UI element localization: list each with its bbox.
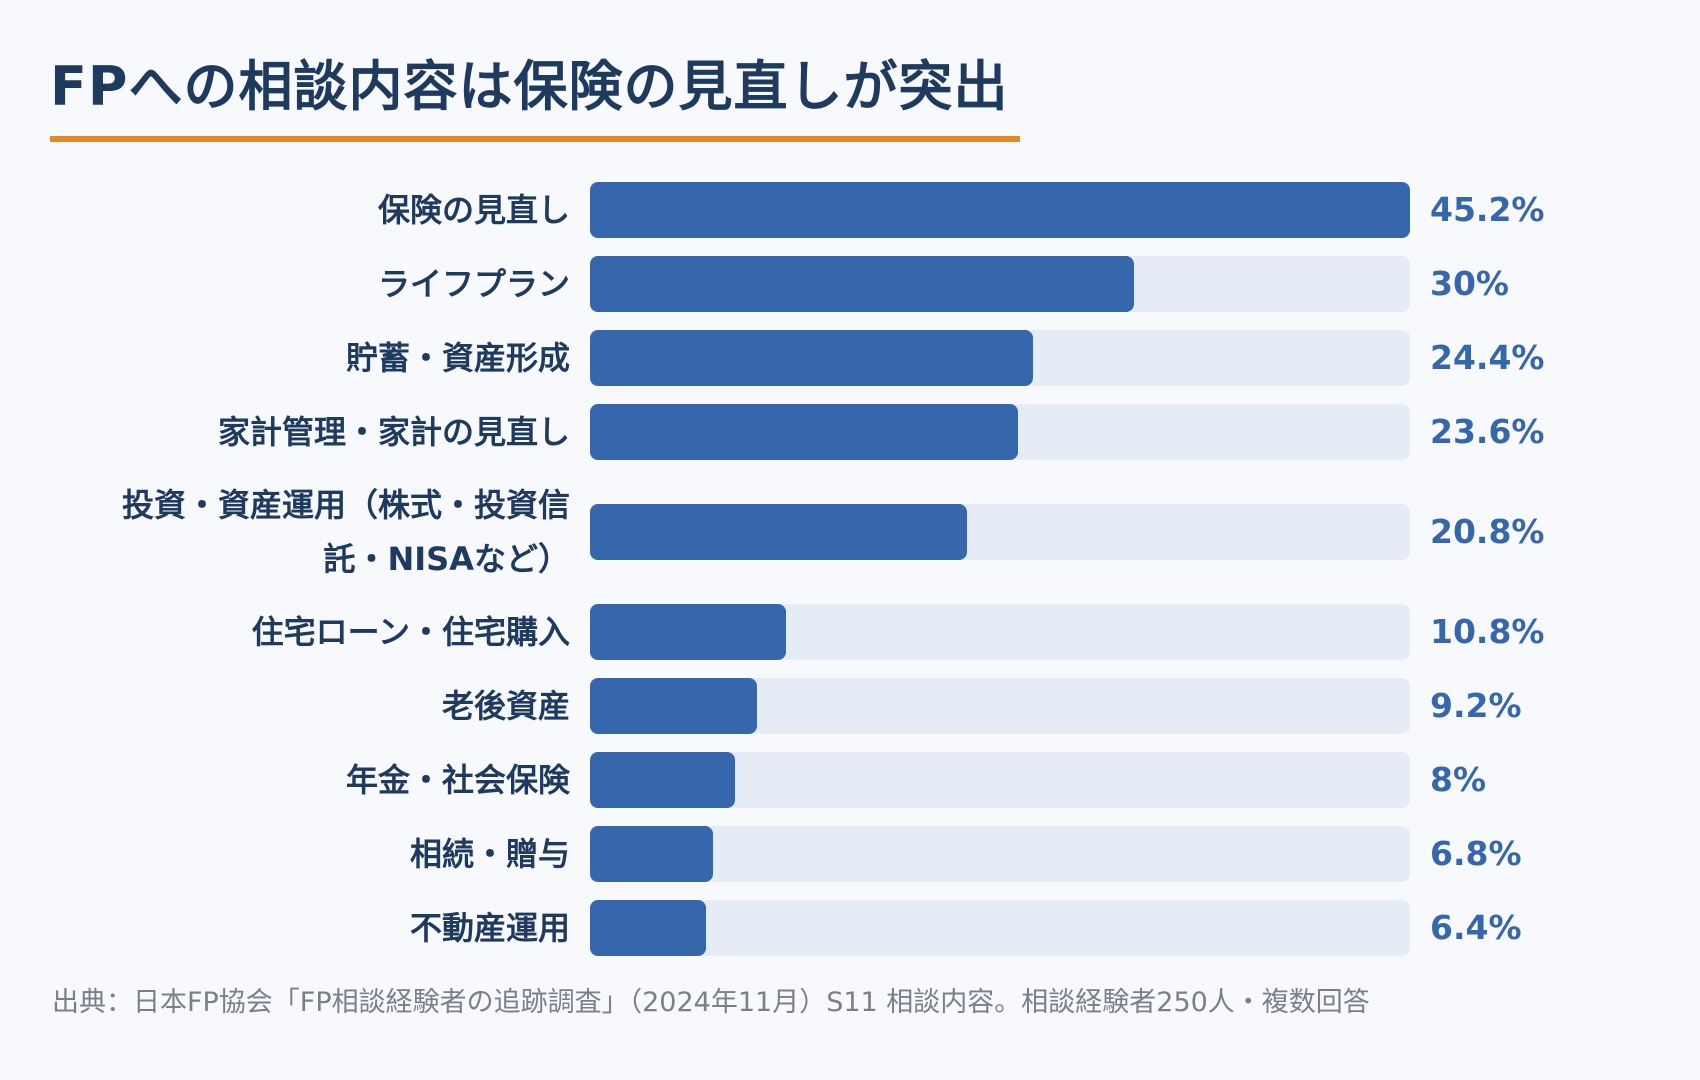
category-label-line: 相続・贈与 bbox=[409, 835, 570, 873]
category-label: 投資・資産運用（株式・投資信託・NISAなど） bbox=[50, 478, 570, 586]
category-label: 家計管理・家計の見直し bbox=[50, 405, 570, 459]
value-label: 23.6% bbox=[1430, 412, 1545, 451]
bar bbox=[590, 504, 968, 560]
category-label-line: 家計管理・家計の見直し bbox=[217, 413, 570, 451]
bar bbox=[590, 404, 1019, 460]
category-label: 貯蓄・資産形成 bbox=[50, 331, 570, 385]
category-label-line: 不動産運用 bbox=[409, 909, 570, 947]
value-label: 8% bbox=[1430, 760, 1487, 799]
category-label-line: 年金・社会保険 bbox=[345, 761, 570, 799]
category-label: ライフプラン bbox=[50, 257, 570, 311]
category-label-line: 保険の見直し bbox=[377, 191, 570, 229]
bar bbox=[590, 752, 736, 808]
category-label: 年金・社会保険 bbox=[50, 753, 570, 807]
value-label: 6.8% bbox=[1430, 834, 1522, 873]
value-label: 20.8% bbox=[1430, 512, 1545, 551]
title-underline bbox=[50, 136, 1020, 142]
bar bbox=[590, 182, 1410, 238]
bar bbox=[590, 678, 757, 734]
value-label: 10.8% bbox=[1430, 612, 1545, 651]
category-label: 保険の見直し bbox=[50, 183, 570, 237]
value-label: 9.2% bbox=[1430, 686, 1522, 725]
category-label-line: 貯蓄・資産形成 bbox=[345, 339, 570, 377]
category-label: 住宅ローン・住宅購入 bbox=[50, 605, 570, 659]
category-label-line: 託・NISAなど） bbox=[323, 540, 570, 578]
value-label: 24.4% bbox=[1430, 338, 1545, 377]
bar-track bbox=[590, 826, 1410, 882]
bar bbox=[590, 330, 1033, 386]
chart-title: FPへの相談内容は保険の見直しが突出 bbox=[50, 55, 1009, 118]
value-label: 6.4% bbox=[1430, 908, 1522, 947]
bar-track bbox=[590, 900, 1410, 956]
category-label: 老後資産 bbox=[50, 679, 570, 733]
category-label-line: ライフプラン bbox=[377, 265, 570, 303]
value-label: 45.2% bbox=[1430, 190, 1545, 229]
category-label-line: 老後資産 bbox=[441, 687, 570, 725]
bar bbox=[590, 256, 1135, 312]
category-label: 相続・贈与 bbox=[50, 827, 570, 881]
value-label: 30% bbox=[1430, 264, 1509, 303]
category-label-line: 住宅ローン・住宅購入 bbox=[251, 613, 570, 651]
bar bbox=[590, 826, 714, 882]
source-note: 出典：日本FP協会「FP相談経験者の追跡調査」（2024年11月）S11 相談内… bbox=[52, 987, 1370, 1018]
category-label: 不動産運用 bbox=[50, 901, 570, 955]
bar bbox=[590, 604, 786, 660]
bar bbox=[590, 900, 707, 956]
category-label-line: 投資・資産運用（株式・投資信 bbox=[121, 486, 570, 524]
